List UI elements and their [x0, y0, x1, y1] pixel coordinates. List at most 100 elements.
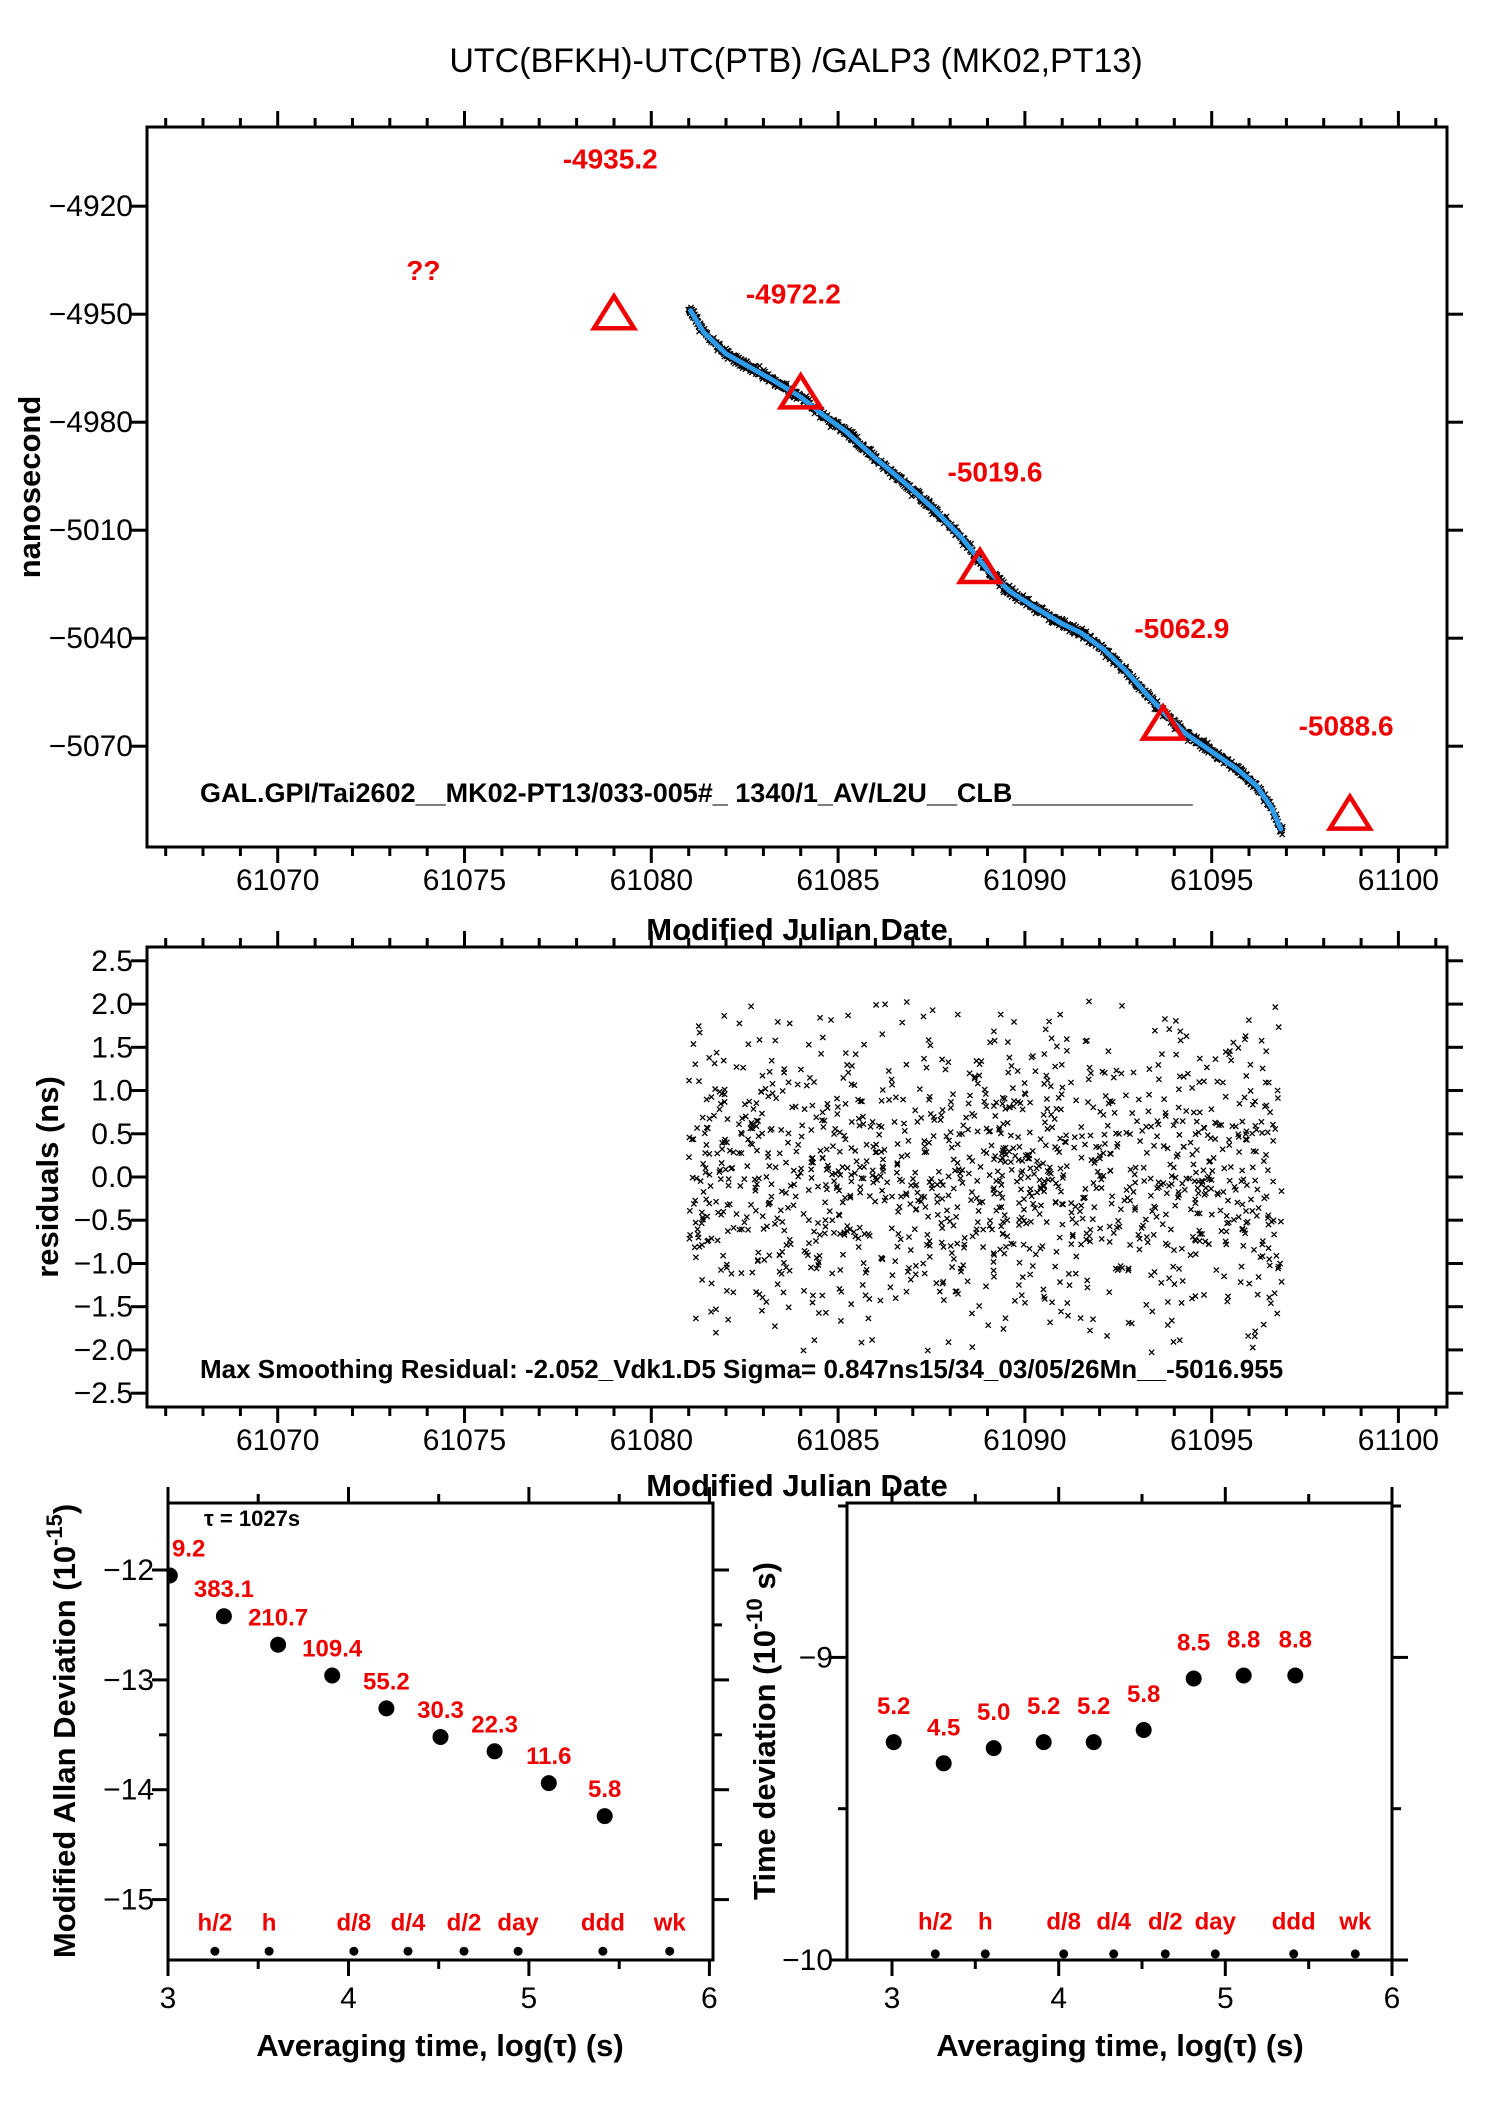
mdev-x-tick-label: 6: [701, 1982, 718, 2015]
tdev-data-point: [885, 1734, 902, 1751]
residuals-y-tick-label: 2.5: [91, 945, 133, 978]
tdev-y-axis-title: Time deviation (10-10 s): [742, 1562, 782, 1900]
mdev-data-point: [432, 1729, 449, 1745]
mdev-calendar-tau-dot: [665, 1946, 675, 1956]
phase-y-tick-label: −5070: [49, 730, 133, 763]
phase-annotation: -4935.2: [563, 143, 658, 174]
tdev-calendar-tau-label: wk: [1338, 1909, 1372, 1936]
phase-inline-label: GAL.GPI/Tai2602__MK02-PT13/033-005#_ 134…: [200, 778, 1194, 808]
tdev-calendar-tau-label: d/4: [1096, 1909, 1131, 1936]
mdev-point-value-label: 30.3: [417, 1697, 464, 1724]
panel-tdev: 3 4 5 6 −9 −10 5.2 4.5 5.0 5.2 5.2 5.8 8.5 8.8 8.8 h/2 h…: [782, 1487, 1408, 2015]
mdev-calendar-tau-label: h: [262, 1909, 277, 1936]
phase-y-tick-label: −4980: [49, 406, 133, 439]
residuals-y-tick-label: −2.0: [74, 1334, 133, 1367]
phase-annotation: -5088.6: [1299, 710, 1394, 741]
tdev-data-point: [985, 1740, 1002, 1757]
mdev-point-value-label: 22.3: [471, 1711, 518, 1738]
mdev-calendar-tau-dot: [264, 1946, 274, 1956]
mdev-data-point: [596, 1808, 613, 1825]
tdev-point-value-label: 8.8: [1279, 1627, 1312, 1654]
tdev-point-value-label: 5.8: [1127, 1681, 1160, 1708]
panel-phase: 61070 61075 61080 61085 61090 61095 61100 −4920…: [49, 111, 1463, 897]
mdev-y-axis-title: Modified Allan Deviation (10-15): [42, 1504, 82, 1958]
phase-x-tick-label: 61080: [610, 864, 693, 897]
tdev-calendar-tau-dot: [1289, 1949, 1299, 1959]
mdev-x-tick-label: 4: [340, 1982, 357, 2015]
residuals-y-axis-title: residuals (ns): [30, 1076, 65, 1278]
mdev-plot-border: [166, 1501, 715, 1962]
phase-y-axis-title: nanosecond: [12, 396, 47, 579]
tdev-plot-border: [845, 1501, 1394, 1962]
mdev-calendar-tau-dot: [598, 1946, 608, 1956]
mdev-point-value-label: 210.7: [248, 1605, 308, 1632]
mdev-calendar-tau-label: d/2: [447, 1909, 482, 1936]
mdev-x-tick-label: 5: [521, 1982, 538, 2015]
tdev-calendar-tau-label: h: [978, 1909, 993, 1936]
tdev-calendar-tau-dot: [1210, 1949, 1220, 1959]
tdev-data-point: [1085, 1734, 1102, 1751]
tai-point-triangle: [1325, 792, 1374, 831]
phase-x-tick-label: 61090: [983, 864, 1066, 897]
mdev-data-point: [215, 1608, 232, 1625]
tai-point-triangle: [589, 291, 639, 331]
tdev-calendar-tau-label: ddd: [1272, 1909, 1316, 1936]
phase-annotation: -4972.2: [746, 278, 841, 309]
mdev-calendar-tau-label: d/8: [337, 1909, 372, 1936]
mdev-calendar-tau-label: ddd: [581, 1909, 625, 1936]
mdev-data-layer: [168, 1567, 613, 1825]
tdev-point-value-label: 5.2: [1027, 1693, 1060, 1720]
residuals-x-tick-label: 61100: [1358, 1424, 1439, 1457]
residuals-x-tick-label: 61070: [236, 1424, 319, 1457]
tdev-data-point: [1235, 1667, 1252, 1684]
phase-annotation: -5062.9: [1134, 613, 1229, 644]
residuals-measurement-crosses: [685, 998, 1285, 1356]
residuals-y-tick-label: 2.0: [91, 988, 133, 1021]
mdev-y-tick-label: −13: [103, 1664, 154, 1697]
residuals-y-tick-label: −1.0: [74, 1248, 133, 1281]
tdev-x-tick-label: 3: [884, 1982, 901, 2015]
mdev-calendar-tau-label: day: [497, 1909, 539, 1936]
mdev-calendar-tau-dot: [349, 1946, 359, 1956]
tdev-x-tick-label: 6: [1384, 1982, 1401, 2015]
mdev-x-tick-label: 3: [160, 1982, 177, 2015]
tdev-point-value-label: 5.2: [877, 1693, 910, 1720]
residuals-y-tick-label: −1.5: [74, 1291, 133, 1324]
tdev-calendar-tau-label: h/2: [918, 1909, 953, 1936]
residuals-y-tick-label: 0.5: [91, 1118, 133, 1151]
mdev-y-tick-label: −12: [103, 1554, 154, 1587]
mdev-data-point: [324, 1667, 341, 1684]
mdev-data-point: [168, 1567, 178, 1584]
residuals-x-tick-label: 61095: [1170, 1424, 1253, 1457]
tdev-x-axis-title: Averaging time, log(τ) (s): [936, 2028, 1304, 2063]
phase-x-tick-label: 61085: [796, 864, 879, 897]
mdev-calendar-tau-label: d/4: [391, 1909, 426, 1936]
phase-smoothed-line: [688, 308, 1284, 832]
phase-annotation: -5019.6: [948, 457, 1043, 488]
tdev-calendar-tau-dot: [1160, 1949, 1170, 1959]
panel-residuals: 61070 61075 61080 61085 61090 61095 61100 2.5 2.…: [74, 931, 1463, 1457]
tdev-calendar-tau-dot: [1350, 1949, 1360, 1959]
phase-y-tick-label: −4950: [49, 298, 133, 331]
tdev-data-point: [935, 1755, 952, 1772]
tdev-calendar-tau-label: d/2: [1148, 1909, 1183, 1936]
tai-point-triangle: [776, 371, 825, 410]
mdev-data-point: [540, 1775, 557, 1792]
tdev-point-value-label: 8.8: [1227, 1627, 1260, 1654]
tdev-point-value-label: 8.5: [1177, 1630, 1210, 1657]
tdev-calendar-tau-label: d/8: [1046, 1909, 1081, 1936]
mdev-point-value-label: 383.1: [194, 1576, 254, 1603]
mdev-y-tick-label: −15: [103, 1884, 154, 1917]
tdev-calendar-tau-dot: [980, 1949, 990, 1959]
figure-title: UTC(BFKH)-UTC(PTB) /GALP3 (MK02,PT13): [449, 42, 1142, 80]
tdev-x-tick-label: 5: [1217, 1982, 1234, 2015]
residuals-y-tick-label: −2.5: [74, 1377, 133, 1410]
residuals-note: Max Smoothing Residual: -2.052_Vdk1.D5 S…: [200, 1354, 1283, 1384]
tdev-y-tick-label: −9: [799, 1641, 833, 1674]
mdev-calendar-tau-label: wk: [653, 1909, 687, 1936]
residuals-y-tick-label: 1.5: [91, 1031, 133, 1064]
phase-x-tick-label: 61070: [236, 864, 319, 897]
